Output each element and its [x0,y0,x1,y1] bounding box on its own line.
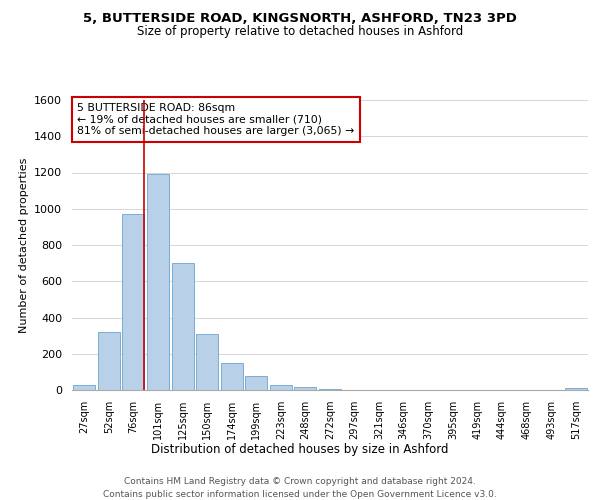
Bar [196,334,218,390]
Bar [172,263,194,390]
Bar [147,174,169,390]
Text: Distribution of detached houses by size in Ashford: Distribution of detached houses by size … [151,442,449,456]
Bar [221,363,243,390]
Text: 5, BUTTERSIDE ROAD, KINGSNORTH, ASHFORD, TN23 3PD: 5, BUTTERSIDE ROAD, KINGSNORTH, ASHFORD,… [83,12,517,26]
Bar [295,388,316,390]
Text: Contains public sector information licensed under the Open Government Licence v3: Contains public sector information licen… [103,490,497,499]
Bar [122,214,145,390]
Bar [98,332,120,390]
Bar [565,388,587,390]
Bar [245,376,268,390]
Y-axis label: Number of detached properties: Number of detached properties [19,158,29,332]
Text: 5 BUTTERSIDE ROAD: 86sqm
← 19% of detached houses are smaller (710)
81% of semi-: 5 BUTTERSIDE ROAD: 86sqm ← 19% of detach… [77,103,355,136]
Bar [319,389,341,390]
Bar [270,384,292,390]
Text: Contains HM Land Registry data © Crown copyright and database right 2024.: Contains HM Land Registry data © Crown c… [124,478,476,486]
Bar [73,386,95,390]
Text: Size of property relative to detached houses in Ashford: Size of property relative to detached ho… [137,25,463,38]
